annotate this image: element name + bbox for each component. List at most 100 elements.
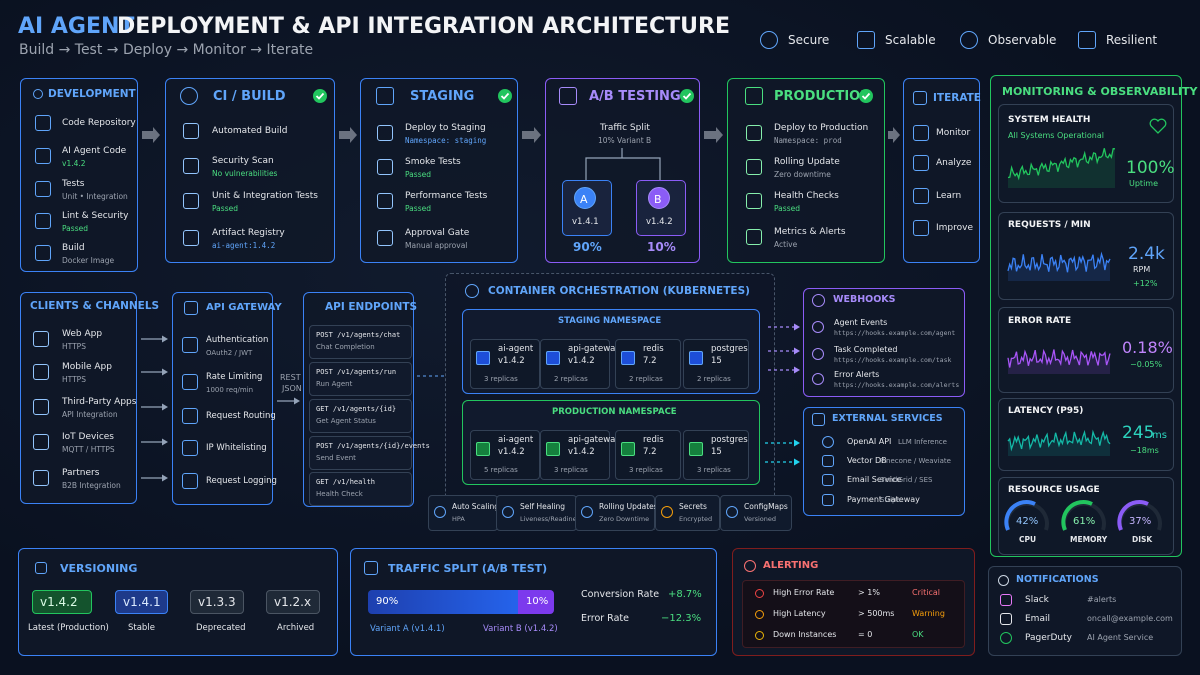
- endpoint-box: [309, 399, 412, 433]
- icon: [182, 440, 198, 456]
- pod-icon: [546, 351, 560, 365]
- service-label: Vector DB: [847, 456, 887, 465]
- item-sub: HTTPS: [62, 375, 86, 385]
- card-title: LATENCY (P95): [1008, 405, 1084, 416]
- webhook-url: https://hooks.example.com/task: [834, 355, 952, 364]
- item-label: Approval Gate: [405, 227, 470, 238]
- connector-label: REST: [280, 373, 301, 382]
- webhook-label: Task Completed: [834, 345, 898, 354]
- item-sub: Passed: [212, 204, 238, 214]
- icon: [760, 31, 778, 49]
- pod-name: ai-agent: [498, 343, 534, 354]
- item-sub: Zero downtime: [774, 170, 831, 180]
- icon: [913, 91, 927, 105]
- item-sub: Passed: [62, 224, 88, 234]
- pod-icon: [476, 351, 490, 365]
- notify-channel: PagerDuty: [1025, 632, 1072, 643]
- endpoint-route: POST /v1/agents/run: [316, 367, 397, 376]
- split-a: [368, 590, 518, 614]
- icon: [746, 229, 762, 245]
- client-arrow-head: [162, 368, 168, 376]
- panel-title: MONITORING & OBSERVABILITY: [1002, 84, 1198, 98]
- flow-arrow: [142, 127, 160, 143]
- pod-replicas: 3 replicas: [629, 465, 663, 474]
- item-label: Performance Tests: [405, 190, 488, 201]
- health-status: All Systems Operational: [1008, 131, 1104, 140]
- pod-box: [470, 430, 540, 480]
- icon: [755, 588, 764, 598]
- item-sub: Namespace: staging: [405, 136, 487, 146]
- icon: [812, 293, 825, 307]
- feature-label: Rolling Updates: [599, 502, 658, 512]
- notify-target: AI Agent Service: [1087, 633, 1154, 642]
- icon: [35, 213, 51, 229]
- notify-channel: Slack: [1025, 594, 1049, 605]
- card-title: RESOURCE USAGE: [1008, 484, 1100, 495]
- item-sub: Docker Image: [62, 256, 115, 266]
- feature-label: Self Healing: [520, 502, 566, 512]
- panel-title: ITERATE: [933, 91, 981, 104]
- external-panel: [803, 407, 965, 516]
- icon: [35, 562, 47, 574]
- icon: [559, 87, 577, 105]
- pod-version: 15: [711, 446, 722, 457]
- icon: [755, 609, 764, 619]
- icon: [377, 125, 393, 141]
- icon: [822, 494, 834, 506]
- item-sub: Passed: [774, 204, 800, 214]
- variant-letter: B: [654, 192, 662, 206]
- item-label: Smoke Tests: [405, 156, 461, 167]
- alert-status: Warning: [912, 609, 945, 618]
- panel-title: CONTAINER ORCHESTRATION (KUBERNETES): [488, 284, 750, 297]
- version-badge: [190, 590, 244, 614]
- webhook-link-head: [794, 323, 800, 331]
- pod-icon: [689, 351, 703, 365]
- item-label: Improve: [936, 222, 974, 233]
- endpoint-box: [309, 472, 412, 506]
- item-label: Lint & Security: [62, 210, 129, 221]
- subtitle: Build → Test → Deploy → Monitor → Iterat…: [19, 42, 314, 58]
- icon: [746, 193, 762, 209]
- icon: [913, 155, 929, 171]
- icon: [434, 506, 446, 518]
- item-label: Deploy to Production: [774, 122, 869, 133]
- icon: [376, 87, 394, 105]
- development-panel: [20, 78, 138, 272]
- service-label: Email Service: [847, 475, 902, 484]
- icon: [377, 159, 393, 175]
- metric-value: +8.7%: [668, 589, 702, 600]
- feature-label: ConfigMaps: [744, 502, 788, 512]
- gauge-label: MEMORY: [1070, 535, 1108, 545]
- icon: [183, 158, 199, 174]
- version-badge: [266, 590, 320, 614]
- pod-replicas: 3 replicas: [697, 465, 731, 474]
- icon: [182, 337, 198, 353]
- feature-label: Secrets: [679, 502, 707, 512]
- item-label: IoT Devices: [62, 431, 114, 442]
- webhook-url: https://hooks.example.com/alerts: [834, 380, 960, 389]
- version-tag: v1.2.x: [274, 595, 312, 609]
- icon: [812, 321, 824, 333]
- icon: [1000, 613, 1012, 625]
- icon: [913, 188, 929, 204]
- icon: [960, 31, 978, 49]
- icon: [180, 87, 198, 105]
- service-link-head: [794, 458, 800, 466]
- alert-name: Down Instances: [773, 630, 837, 639]
- version-tag: v1.4.1: [123, 595, 161, 609]
- ab-caption: Traffic Split: [600, 122, 650, 133]
- item-label: Rolling Update: [774, 156, 840, 167]
- pod-name: api-gateway: [568, 434, 621, 445]
- health-value: 100%: [1126, 157, 1175, 178]
- icon: [1000, 632, 1012, 644]
- service-sub: LLM Inference: [898, 437, 947, 446]
- icon: [184, 301, 198, 315]
- icon: [746, 159, 762, 175]
- panel-title: DEVELOPMENT: [48, 87, 136, 100]
- error-value: 0.18%: [1122, 338, 1173, 357]
- error-change: −0.05%: [1130, 360, 1163, 369]
- endpoint-box: [309, 436, 412, 470]
- gateway-panel: [172, 292, 273, 505]
- panel-title: NOTIFICATIONS: [1016, 574, 1099, 586]
- alert-status: Critical: [912, 588, 940, 597]
